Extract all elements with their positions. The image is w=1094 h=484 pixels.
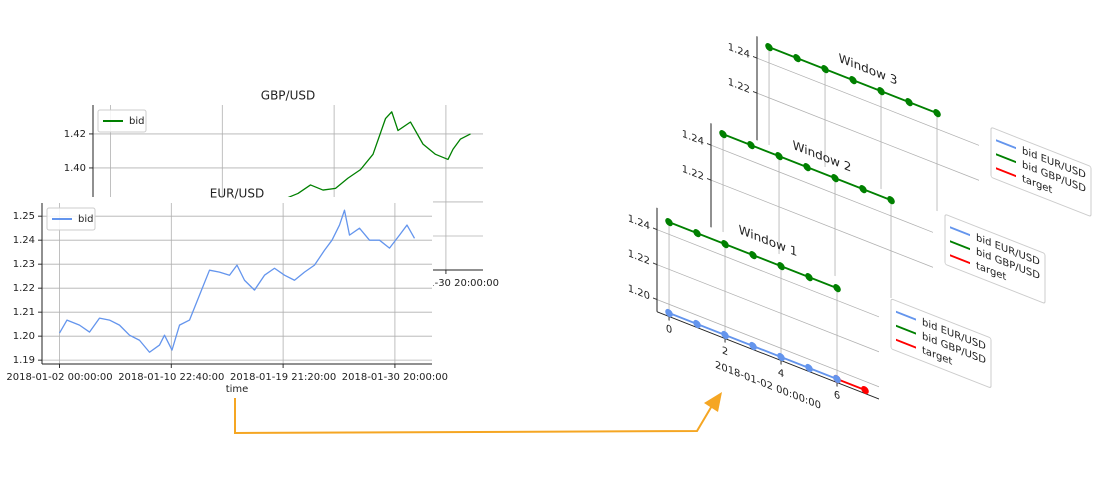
- y-tick-label: 1.24: [682, 128, 705, 148]
- y-tick-label: 1.20: [628, 282, 650, 302]
- grid-line: [711, 179, 933, 268]
- arrow: [234, 392, 722, 435]
- y-tick: [653, 227, 657, 231]
- y-tick-label: 1.19: [13, 355, 35, 366]
- grid-line: [711, 144, 933, 233]
- marker: [877, 87, 885, 96]
- legend-swatch: [950, 240, 970, 251]
- marker: [805, 273, 813, 282]
- y-tick-label: 1.20: [13, 331, 35, 342]
- y-tick-label: 1.22: [728, 76, 750, 96]
- y-tick-label: 1.22: [13, 283, 35, 294]
- legend-swatch: [896, 338, 916, 349]
- legend-swatch: [996, 167, 1016, 178]
- marker: [749, 341, 757, 351]
- y-tick: [753, 91, 757, 94]
- legend-box: [944, 214, 1046, 304]
- marker: [861, 385, 869, 395]
- arrow-line: [234, 398, 714, 435]
- y-tick: [753, 56, 757, 59]
- y-tick-label: 1.40: [64, 163, 86, 174]
- y-tick-label: 1.21: [13, 307, 35, 318]
- marker: [859, 185, 867, 194]
- marker: [849, 76, 857, 85]
- x-tick-label: 6: [834, 388, 840, 402]
- marker: [693, 229, 701, 238]
- legend-swatch: [996, 139, 1016, 150]
- legend-swatch: [996, 153, 1016, 164]
- marker: [721, 240, 729, 249]
- chart: 1.19 1.20 1.21 1.22 1.23 1.24 1.25 2018-01-02 0…: [0, 187, 448, 403]
- legend-swatch: [896, 310, 916, 321]
- marker: [831, 174, 839, 183]
- marker: [933, 109, 941, 118]
- y-tick-label: 1.42: [64, 129, 86, 140]
- x-tick-label: 2: [722, 344, 728, 358]
- marker: [665, 218, 673, 227]
- y-tick-label: 1.22: [628, 247, 650, 267]
- legend-swatch: [950, 254, 970, 265]
- marker: [803, 163, 811, 172]
- series-line: [837, 378, 865, 392]
- marker: [887, 196, 895, 205]
- series-line: [58, 209, 416, 353]
- marker: [719, 130, 727, 139]
- x-tick-label: 2018-01-30 20:00:00: [393, 278, 499, 289]
- legend-swatch: [950, 226, 970, 237]
- y-tick: [653, 262, 657, 266]
- marker: [747, 141, 755, 150]
- chart-title: Window 3: [839, 50, 898, 88]
- legend-box: [890, 298, 992, 388]
- x-tick-label: 2018-01-10 22:40:00: [118, 372, 224, 383]
- grid-line: [657, 299, 879, 388]
- grid-line: [757, 92, 979, 181]
- y-tick-label: 1.23: [13, 259, 35, 270]
- arrow-head: [704, 392, 722, 412]
- y-tick: [653, 297, 657, 301]
- marker: [693, 319, 701, 329]
- marker: [665, 308, 673, 318]
- y-tick-label: 1.22: [682, 163, 704, 183]
- legend-label: bid: [78, 214, 93, 225]
- y-tick-label: 1.25: [13, 211, 35, 222]
- chart-title: EUR/USD: [210, 187, 264, 201]
- y-tick-label: 1.24: [13, 235, 35, 246]
- x-axis: [657, 311, 879, 400]
- chart-title: Window 2: [793, 137, 852, 175]
- marker: [721, 330, 729, 340]
- x-tick-label: 2018-01-02 00:00:00: [6, 372, 112, 383]
- marker: [777, 262, 785, 271]
- grid-line: [757, 57, 979, 146]
- grid-line: [657, 229, 879, 318]
- x-tick-label: 2018-01-30 20:00:00: [342, 372, 448, 383]
- marker: [775, 152, 783, 161]
- grid-line: [657, 264, 879, 353]
- marker: [833, 284, 841, 293]
- marker: [765, 43, 773, 52]
- x-tick-label: 4: [778, 366, 785, 380]
- y-tick-label: 1.24: [628, 212, 651, 232]
- chart-title: GBP/USD: [261, 89, 315, 103]
- background: [0, 203, 433, 403]
- marker: [905, 98, 913, 107]
- marker: [821, 65, 829, 74]
- marker: [805, 363, 813, 373]
- y-tick: [707, 178, 711, 181]
- x-tick-label: 2018-01-19 21:20:00: [230, 372, 336, 383]
- marker: [833, 374, 841, 384]
- marker: [793, 54, 801, 63]
- legend-box: [990, 127, 1092, 217]
- x-axis-label: time: [226, 384, 249, 395]
- x-tick-label: 0: [666, 322, 672, 336]
- marker: [749, 251, 757, 260]
- legend-label: bid: [129, 116, 144, 127]
- y-tick-label: 1.24: [728, 41, 751, 61]
- legend-swatch: [896, 324, 916, 335]
- y-tick: [707, 143, 711, 146]
- marker: [777, 352, 785, 362]
